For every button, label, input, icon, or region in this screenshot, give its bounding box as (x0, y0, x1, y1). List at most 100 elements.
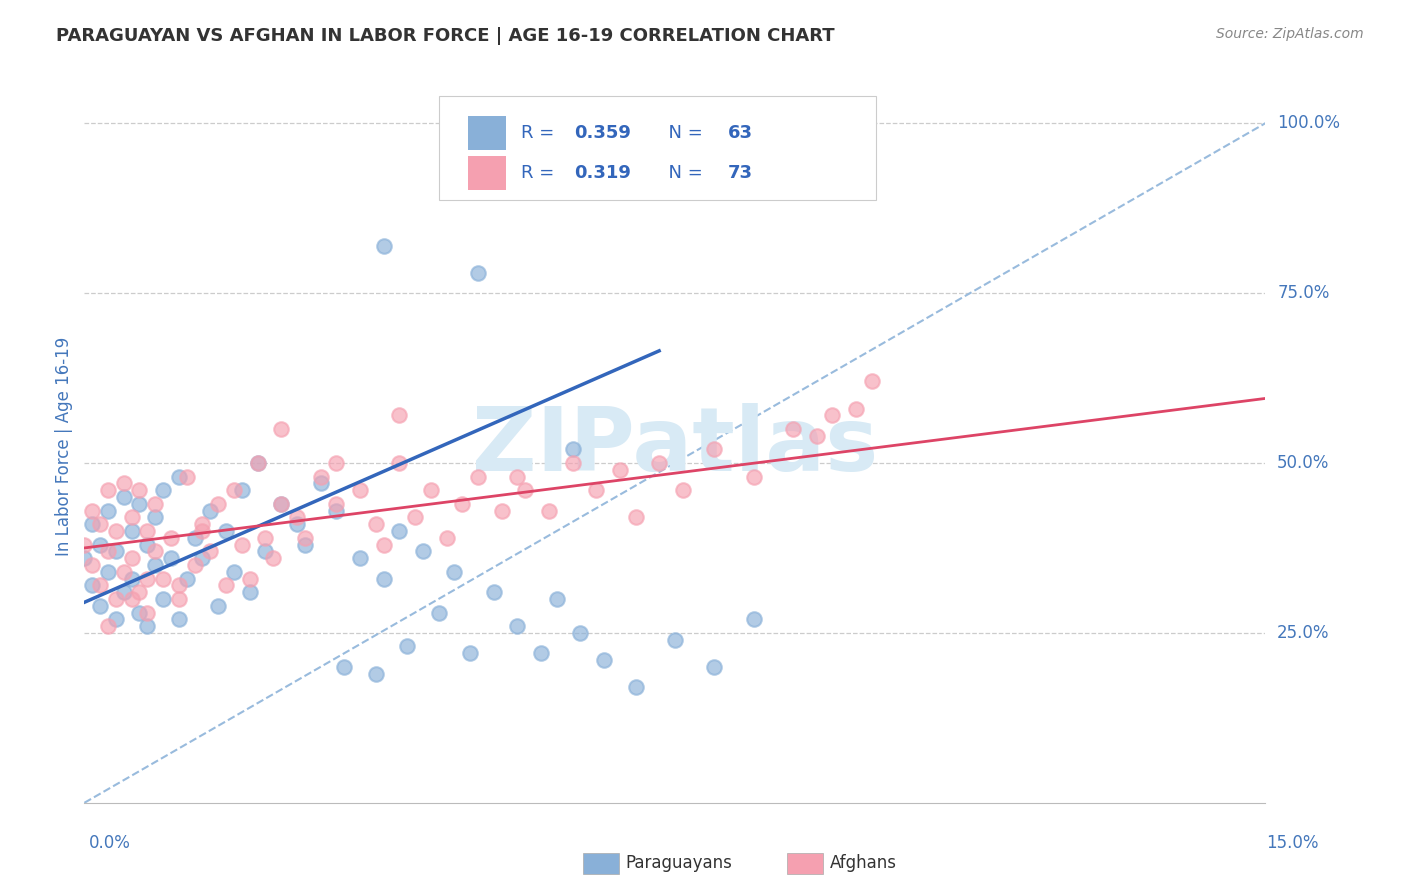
Point (530, 646, 553, 660)
Point (821, 409, 844, 423)
Text: 0.319: 0.319 (575, 164, 631, 182)
Text: 15.0%: 15.0% (1267, 834, 1319, 852)
Point (262, 551, 284, 566)
Point (270, 497, 292, 511)
Point (143, 558, 166, 572)
Point (742, 469, 765, 483)
Point (112, 490, 135, 504)
Point (742, 612, 765, 626)
Point (782, 422, 804, 436)
Point (388, 524, 411, 538)
Text: PARAGUAYAN VS AFGHAN IN LABOR FORCE | AGE 16-19 CORRELATION CHART: PARAGUAYAN VS AFGHAN IN LABOR FORCE | AG… (56, 27, 835, 45)
Point (136, 537, 159, 551)
Bar (468, 116, 506, 150)
Point (128, 483, 150, 498)
Point (143, 544, 166, 558)
Point (561, 442, 583, 457)
Point (128, 497, 150, 511)
Point (806, 429, 828, 443)
Point (215, 524, 238, 538)
Point (396, 640, 419, 654)
Point (624, 510, 647, 524)
Point (121, 572, 143, 586)
Text: 25.0%: 25.0% (1277, 624, 1330, 642)
Point (388, 456, 411, 470)
Point (388, 409, 411, 423)
Point (467, 469, 489, 483)
Point (404, 510, 426, 524)
Point (97, 544, 120, 558)
Point (82, 578, 104, 592)
Point (451, 497, 474, 511)
Point (325, 497, 347, 511)
Point (506, 469, 529, 483)
Point (160, 551, 183, 566)
Point (427, 606, 450, 620)
Point (207, 497, 229, 511)
Point (152, 483, 174, 498)
Point (231, 483, 253, 498)
Point (89, 578, 111, 592)
Point (121, 524, 143, 538)
Point (143, 497, 166, 511)
Point (167, 591, 190, 606)
Text: 63: 63 (728, 124, 754, 142)
Point (491, 503, 513, 517)
Point (246, 456, 269, 470)
Point (364, 517, 387, 532)
Text: Afghans: Afghans (830, 855, 897, 872)
Point (215, 578, 238, 592)
Point (569, 626, 592, 640)
Point (436, 531, 458, 545)
Point (160, 531, 183, 545)
Point (506, 619, 529, 633)
Point (207, 599, 229, 613)
Point (152, 591, 174, 606)
Point (515, 483, 537, 498)
Point (200, 503, 222, 517)
Point (136, 572, 159, 586)
Point (624, 680, 647, 694)
Text: 100.0%: 100.0% (1277, 114, 1340, 132)
Point (458, 646, 481, 660)
Point (270, 422, 292, 436)
Bar (468, 156, 506, 190)
Point (246, 456, 269, 470)
Point (609, 463, 631, 477)
Point (325, 503, 347, 517)
Point (412, 544, 434, 558)
Point (325, 456, 347, 470)
Point (294, 537, 316, 551)
Point (176, 469, 198, 483)
Point (136, 606, 159, 620)
Text: 73: 73 (728, 164, 754, 182)
Text: R =: R = (522, 124, 561, 142)
Point (443, 565, 465, 579)
Point (112, 476, 135, 491)
Point (183, 558, 205, 572)
Point (373, 537, 395, 551)
Point (167, 612, 190, 626)
Point (561, 456, 583, 470)
Point (200, 544, 222, 558)
Point (648, 456, 671, 470)
Point (191, 517, 214, 532)
Point (349, 551, 371, 566)
Text: 0.359: 0.359 (575, 124, 631, 142)
Point (104, 612, 127, 626)
Point (128, 585, 150, 599)
Point (703, 442, 725, 457)
Point (89, 517, 111, 532)
Point (89, 599, 111, 613)
FancyBboxPatch shape (439, 96, 876, 200)
Point (419, 483, 441, 498)
Point (231, 537, 253, 551)
Point (537, 503, 560, 517)
Point (167, 469, 190, 483)
Point (121, 551, 143, 566)
Point (672, 483, 695, 498)
Point (270, 497, 292, 511)
Point (97, 503, 120, 517)
Point (112, 585, 135, 599)
Point (82, 503, 104, 517)
